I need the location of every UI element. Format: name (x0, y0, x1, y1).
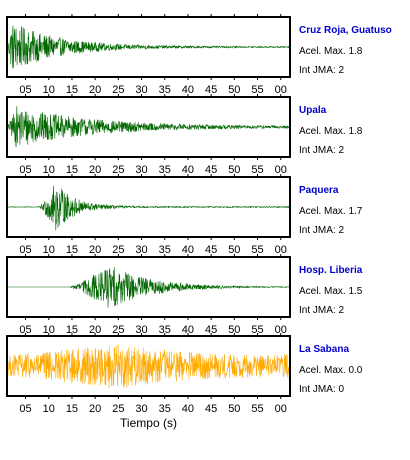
x-tick-label: 15 (66, 244, 78, 256)
x-tick-label: 10 (43, 244, 55, 256)
x-tick-label: 40 (182, 324, 194, 336)
x-tick-label: 15 (66, 324, 78, 336)
x-tick-label: 05 (19, 84, 31, 96)
x-tick-label: 45 (205, 244, 217, 256)
x-tick-label: 30 (135, 324, 147, 336)
x-tick-label: 50 (228, 403, 240, 415)
panel-5: 05 10 15 20 25 30 35 40 45 50 55 00 La Sabana Acel. M… (6, 333, 363, 415)
x-tick-label: 10 (43, 403, 55, 415)
x-tick-label: 25 (112, 84, 124, 96)
waveform-series-2 (7, 106, 290, 148)
x-tick-label: 40 (182, 164, 194, 176)
x-tick-label: 25 (112, 324, 124, 336)
x-tick-label: 20 (89, 324, 101, 336)
x-tick-label: 40 (182, 403, 194, 415)
panel-2: 05 10 15 20 25 30 35 40 45 50 55 00 Upala Acel. Max. … (6, 94, 363, 176)
x-tick-label: 05 (19, 324, 31, 336)
x-tick-label: 45 (205, 324, 217, 336)
x-tick-label: 10 (43, 324, 55, 336)
x-tick-label: 45 (205, 164, 217, 176)
x-tick-label: 00 (275, 403, 287, 415)
jma-intensity-label: Int JMA: 2 (299, 145, 344, 156)
station-name: Hosp. Liberia (299, 265, 363, 276)
x-tick-label: 20 (89, 403, 101, 415)
max-accel-label: Acel. Max. 0.0 (299, 365, 363, 376)
x-tick-label: 20 (89, 84, 101, 96)
x-tick-label: 35 (159, 324, 171, 336)
station-name: Paquera (299, 185, 339, 196)
x-tick-label: 55 (251, 324, 263, 336)
panel-frame-3 (6, 176, 291, 238)
x-tick-label: 30 (135, 403, 147, 415)
panel-3: 05 10 15 20 25 30 35 40 45 50 55 00 Paquera Acel. Max… (6, 174, 363, 256)
waveform-series-1 (7, 25, 290, 69)
max-accel-label: Acel. Max. 1.5 (299, 286, 363, 297)
waveform-series-5 (7, 344, 290, 389)
panel-frame-4 (6, 256, 291, 318)
panel-1: 05 10 15 20 25 30 35 40 45 50 55 00 Cruz Roja, Guatu… (6, 14, 392, 96)
x-tick-label: 15 (66, 84, 78, 96)
x-tick-label: 45 (205, 403, 217, 415)
panel-frame-2 (6, 96, 291, 158)
x-tick-label: 35 (159, 84, 171, 96)
x-tick-label: 40 (182, 84, 194, 96)
station-name: Cruz Roja, Guatuso (299, 25, 392, 36)
x-tick-label: 55 (251, 403, 263, 415)
x-tick-label: 00 (275, 164, 287, 176)
x-tick-label: 30 (135, 84, 147, 96)
x-tick-label: 50 (228, 324, 240, 336)
station-name: La Sabana (299, 344, 349, 355)
jma-intensity-label: Int JMA: 2 (299, 305, 344, 316)
x-tick-label: 05 (19, 244, 31, 256)
panel-frame-5 (6, 335, 291, 397)
x-tick-label: 15 (66, 403, 78, 415)
x-tick-label: 55 (251, 84, 263, 96)
x-tick-label: 00 (275, 84, 287, 96)
max-accel-label: Acel. Max. 1.7 (299, 206, 363, 217)
max-accel-label: Acel. Max. 1.8 (299, 126, 363, 137)
x-tick-label: 35 (159, 164, 171, 176)
x-tick-label: 50 (228, 164, 240, 176)
x-tick-label: 25 (112, 244, 124, 256)
x-axis-label: Tiempo (s) (120, 416, 177, 430)
x-tick-label: 25 (112, 164, 124, 176)
x-tick-label: 55 (251, 244, 263, 256)
x-tick-label: 05 (19, 403, 31, 415)
x-tick-label: 50 (228, 244, 240, 256)
x-tick-label: 30 (135, 244, 147, 256)
x-tick-label: 25 (112, 403, 124, 415)
x-tick-label: 50 (228, 84, 240, 96)
x-tick-label: 35 (159, 244, 171, 256)
max-accel-label: Acel. Max. 1.8 (299, 46, 363, 57)
x-tick-label: 20 (89, 164, 101, 176)
x-tick-label: 10 (43, 84, 55, 96)
x-tick-label: 00 (275, 244, 287, 256)
waveform-series-3 (7, 185, 290, 231)
x-tick-label: 10 (43, 164, 55, 176)
panel-4: 05 10 15 20 25 30 35 40 45 50 55 00 Hosp. Liberia Ace… (6, 254, 363, 336)
station-name: Upala (299, 105, 327, 116)
x-tick-label: 05 (19, 164, 31, 176)
x-tick-label: 00 (275, 324, 287, 336)
jma-intensity-label: Int JMA: 0 (299, 384, 344, 395)
x-tick-label: 45 (205, 84, 217, 96)
jma-intensity-label: Int JMA: 2 (299, 65, 344, 76)
x-tick-label: 40 (182, 244, 194, 256)
jma-intensity-label: Int JMA: 2 (299, 225, 344, 236)
panel-frame-1 (6, 16, 291, 78)
x-tick-label: 15 (66, 164, 78, 176)
x-tick-label: 30 (135, 164, 147, 176)
x-tick-label: 35 (159, 403, 171, 415)
x-tick-label: 55 (251, 164, 263, 176)
x-tick-label: 20 (89, 244, 101, 256)
waveform-series-4 (7, 267, 290, 308)
